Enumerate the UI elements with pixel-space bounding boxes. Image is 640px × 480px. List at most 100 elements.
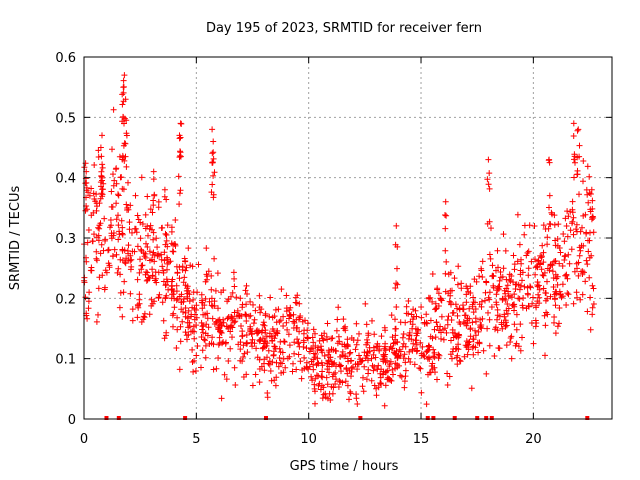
data-point bbox=[144, 223, 151, 230]
data-point bbox=[366, 344, 373, 351]
data-point bbox=[256, 292, 263, 299]
data-point bbox=[138, 319, 145, 325]
data-point bbox=[310, 339, 317, 346]
data-point bbox=[371, 382, 378, 389]
data-point bbox=[230, 269, 237, 276]
data-point bbox=[261, 322, 268, 329]
data-point bbox=[98, 241, 105, 248]
data-point bbox=[168, 295, 175, 302]
data-point bbox=[496, 313, 503, 320]
data-point bbox=[587, 191, 594, 197]
data-point bbox=[137, 256, 143, 263]
data-point bbox=[565, 251, 572, 258]
data-point bbox=[485, 156, 492, 163]
data-point bbox=[565, 291, 572, 298]
data-point bbox=[455, 334, 462, 341]
data-point bbox=[399, 334, 406, 341]
data-point bbox=[535, 257, 542, 264]
data-point bbox=[212, 287, 219, 294]
data-point bbox=[368, 377, 375, 384]
data-point bbox=[446, 298, 453, 305]
data-point bbox=[434, 285, 441, 292]
data-point bbox=[269, 359, 276, 366]
data-point bbox=[95, 237, 102, 244]
data-point bbox=[417, 339, 424, 346]
data-point bbox=[142, 254, 149, 261]
data-point bbox=[364, 349, 371, 356]
data-point bbox=[504, 310, 511, 317]
data-point bbox=[144, 193, 151, 200]
data-point bbox=[111, 246, 118, 253]
data-point bbox=[198, 299, 205, 306]
data-point bbox=[176, 366, 183, 373]
data-point bbox=[329, 390, 336, 397]
data-point bbox=[209, 159, 216, 166]
data-point bbox=[213, 318, 220, 325]
data-point bbox=[271, 377, 278, 384]
data-point bbox=[442, 212, 448, 218]
data-point bbox=[540, 285, 547, 292]
data-point bbox=[155, 250, 161, 257]
data-point bbox=[525, 303, 532, 310]
data-point bbox=[491, 353, 498, 359]
data-point bbox=[189, 346, 196, 353]
data-point bbox=[280, 313, 287, 320]
data-point bbox=[472, 332, 479, 339]
data-point bbox=[296, 314, 303, 321]
data-point bbox=[168, 282, 175, 289]
data-point bbox=[148, 296, 155, 303]
data-point bbox=[293, 366, 300, 373]
data-point bbox=[483, 278, 490, 285]
data-point bbox=[546, 192, 553, 199]
data-point bbox=[174, 326, 181, 333]
data-point bbox=[290, 360, 296, 367]
data-point bbox=[511, 291, 518, 298]
data-point bbox=[528, 258, 535, 265]
data-point bbox=[513, 326, 520, 333]
data-point bbox=[183, 264, 190, 271]
data-point bbox=[97, 195, 104, 202]
data-point bbox=[433, 305, 440, 312]
data-point bbox=[161, 335, 168, 342]
zero-marker bbox=[431, 416, 436, 420]
data-point bbox=[203, 245, 210, 252]
data-point bbox=[177, 134, 184, 141]
data-point bbox=[123, 117, 130, 124]
data-point bbox=[362, 355, 369, 362]
data-point bbox=[231, 283, 238, 290]
data-point bbox=[201, 336, 208, 343]
data-point bbox=[353, 320, 360, 327]
data-point bbox=[91, 231, 97, 238]
data-point bbox=[267, 294, 274, 301]
data-point bbox=[134, 276, 141, 283]
data-point bbox=[442, 270, 449, 277]
data-point bbox=[489, 262, 496, 269]
data-point bbox=[470, 309, 477, 316]
data-point bbox=[209, 159, 216, 166]
data-point bbox=[134, 301, 141, 308]
data-point bbox=[403, 303, 410, 310]
data-point bbox=[291, 320, 298, 326]
data-point bbox=[564, 290, 571, 297]
data-point bbox=[579, 224, 585, 231]
data-point bbox=[227, 345, 234, 352]
data-point bbox=[564, 233, 571, 240]
data-point bbox=[152, 275, 159, 282]
y-axis-label: SRMTID / TECUs bbox=[8, 186, 23, 291]
data-point bbox=[446, 373, 453, 380]
data-point bbox=[444, 382, 451, 388]
data-point bbox=[429, 335, 436, 342]
data-point bbox=[569, 198, 576, 205]
data-point bbox=[405, 310, 412, 317]
data-point bbox=[188, 328, 194, 335]
data-point bbox=[199, 305, 206, 312]
data-point bbox=[91, 162, 98, 168]
data-point bbox=[589, 311, 596, 318]
data-point bbox=[233, 294, 240, 301]
data-point bbox=[560, 231, 567, 237]
data-point bbox=[243, 282, 250, 289]
data-point bbox=[512, 342, 519, 349]
x-tick-label: 10 bbox=[300, 432, 317, 447]
data-point bbox=[412, 307, 419, 314]
